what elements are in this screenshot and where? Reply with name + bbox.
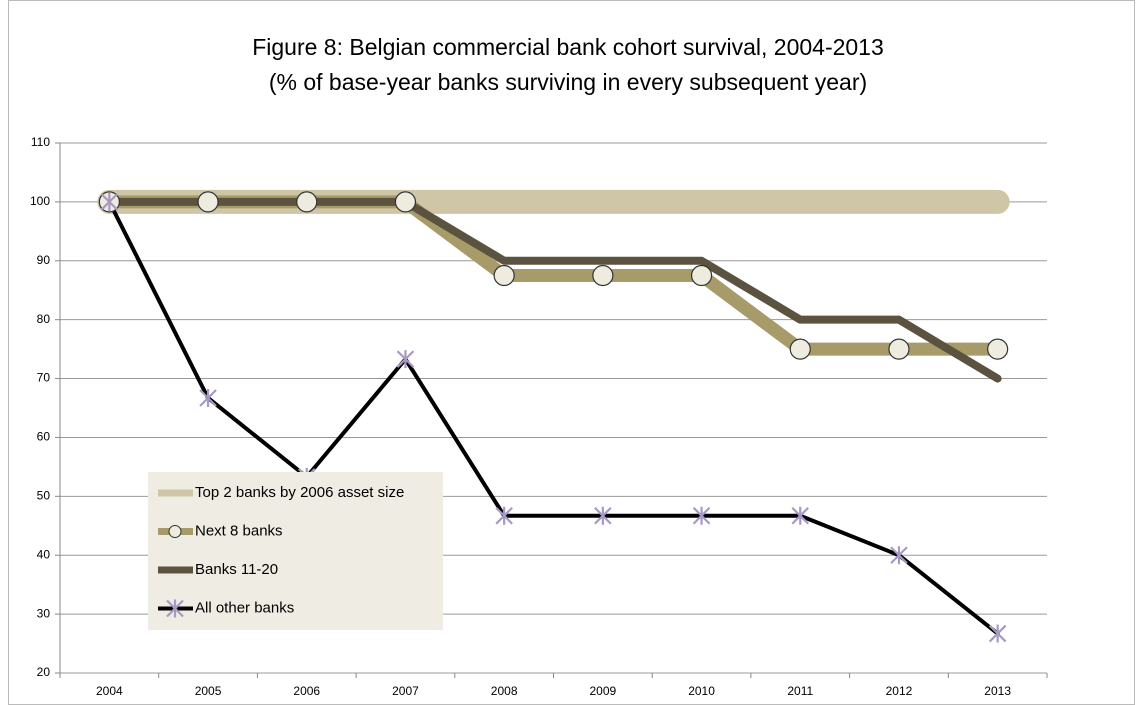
y-tick-label: 110 — [31, 135, 50, 149]
y-tick-label: 50 — [37, 489, 51, 503]
marker — [493, 264, 515, 287]
y-tick-label: 20 — [37, 665, 51, 679]
x-tick-label: 2006 — [293, 684, 320, 698]
x-tick-label: 2004 — [96, 684, 123, 698]
legend-marker — [168, 525, 182, 538]
legend-label: All other banks — [195, 599, 294, 616]
x-tick-label: 2005 — [195, 684, 222, 698]
x-tick-label: 2009 — [589, 684, 616, 698]
x-tick-label: 2011 — [787, 684, 813, 698]
y-tick-label: 60 — [37, 430, 51, 444]
y-tick-label: 90 — [37, 253, 51, 267]
marker — [166, 599, 184, 618]
x-tick-label: 2013 — [984, 684, 1011, 698]
marker — [396, 350, 415, 369]
marker — [890, 546, 908, 565]
chart-subtitle: (% of base-year banks surviving in every… — [269, 69, 867, 95]
x-tick-label: 2007 — [392, 684, 419, 698]
y-tick-label: 70 — [37, 371, 51, 385]
series-line — [105, 197, 1002, 383]
marker — [296, 191, 318, 213]
marker — [197, 191, 219, 213]
y-tick-label: 40 — [37, 547, 51, 561]
series-line — [107, 199, 1000, 636]
marker — [692, 506, 711, 525]
y-tick-label: 30 — [37, 606, 51, 620]
x-tick-label: 2008 — [491, 684, 518, 698]
marker — [789, 338, 811, 360]
legend-box — [148, 472, 443, 630]
marker — [690, 264, 713, 287]
marker — [791, 506, 810, 525]
chart-title: Figure 8: Belgian commercial bank cohort… — [252, 34, 884, 60]
marker — [594, 506, 612, 525]
x-tick-label: 2010 — [688, 684, 715, 698]
marker — [888, 338, 910, 360]
y-tick-label: 80 — [37, 312, 51, 326]
marker — [988, 624, 1007, 643]
marker — [394, 191, 417, 213]
x-tick-label: 2012 — [886, 684, 913, 698]
marker — [592, 264, 614, 287]
marker — [495, 506, 513, 525]
legend-label: Next 8 banks — [195, 522, 283, 539]
marker — [987, 338, 1009, 360]
y-tick-label: 100 — [30, 194, 50, 208]
legend-label: Banks 11-20 — [195, 561, 278, 578]
marker — [100, 192, 119, 211]
marker — [199, 388, 217, 407]
legend-label: Top 2 banks by 2006 asset size — [195, 484, 404, 501]
